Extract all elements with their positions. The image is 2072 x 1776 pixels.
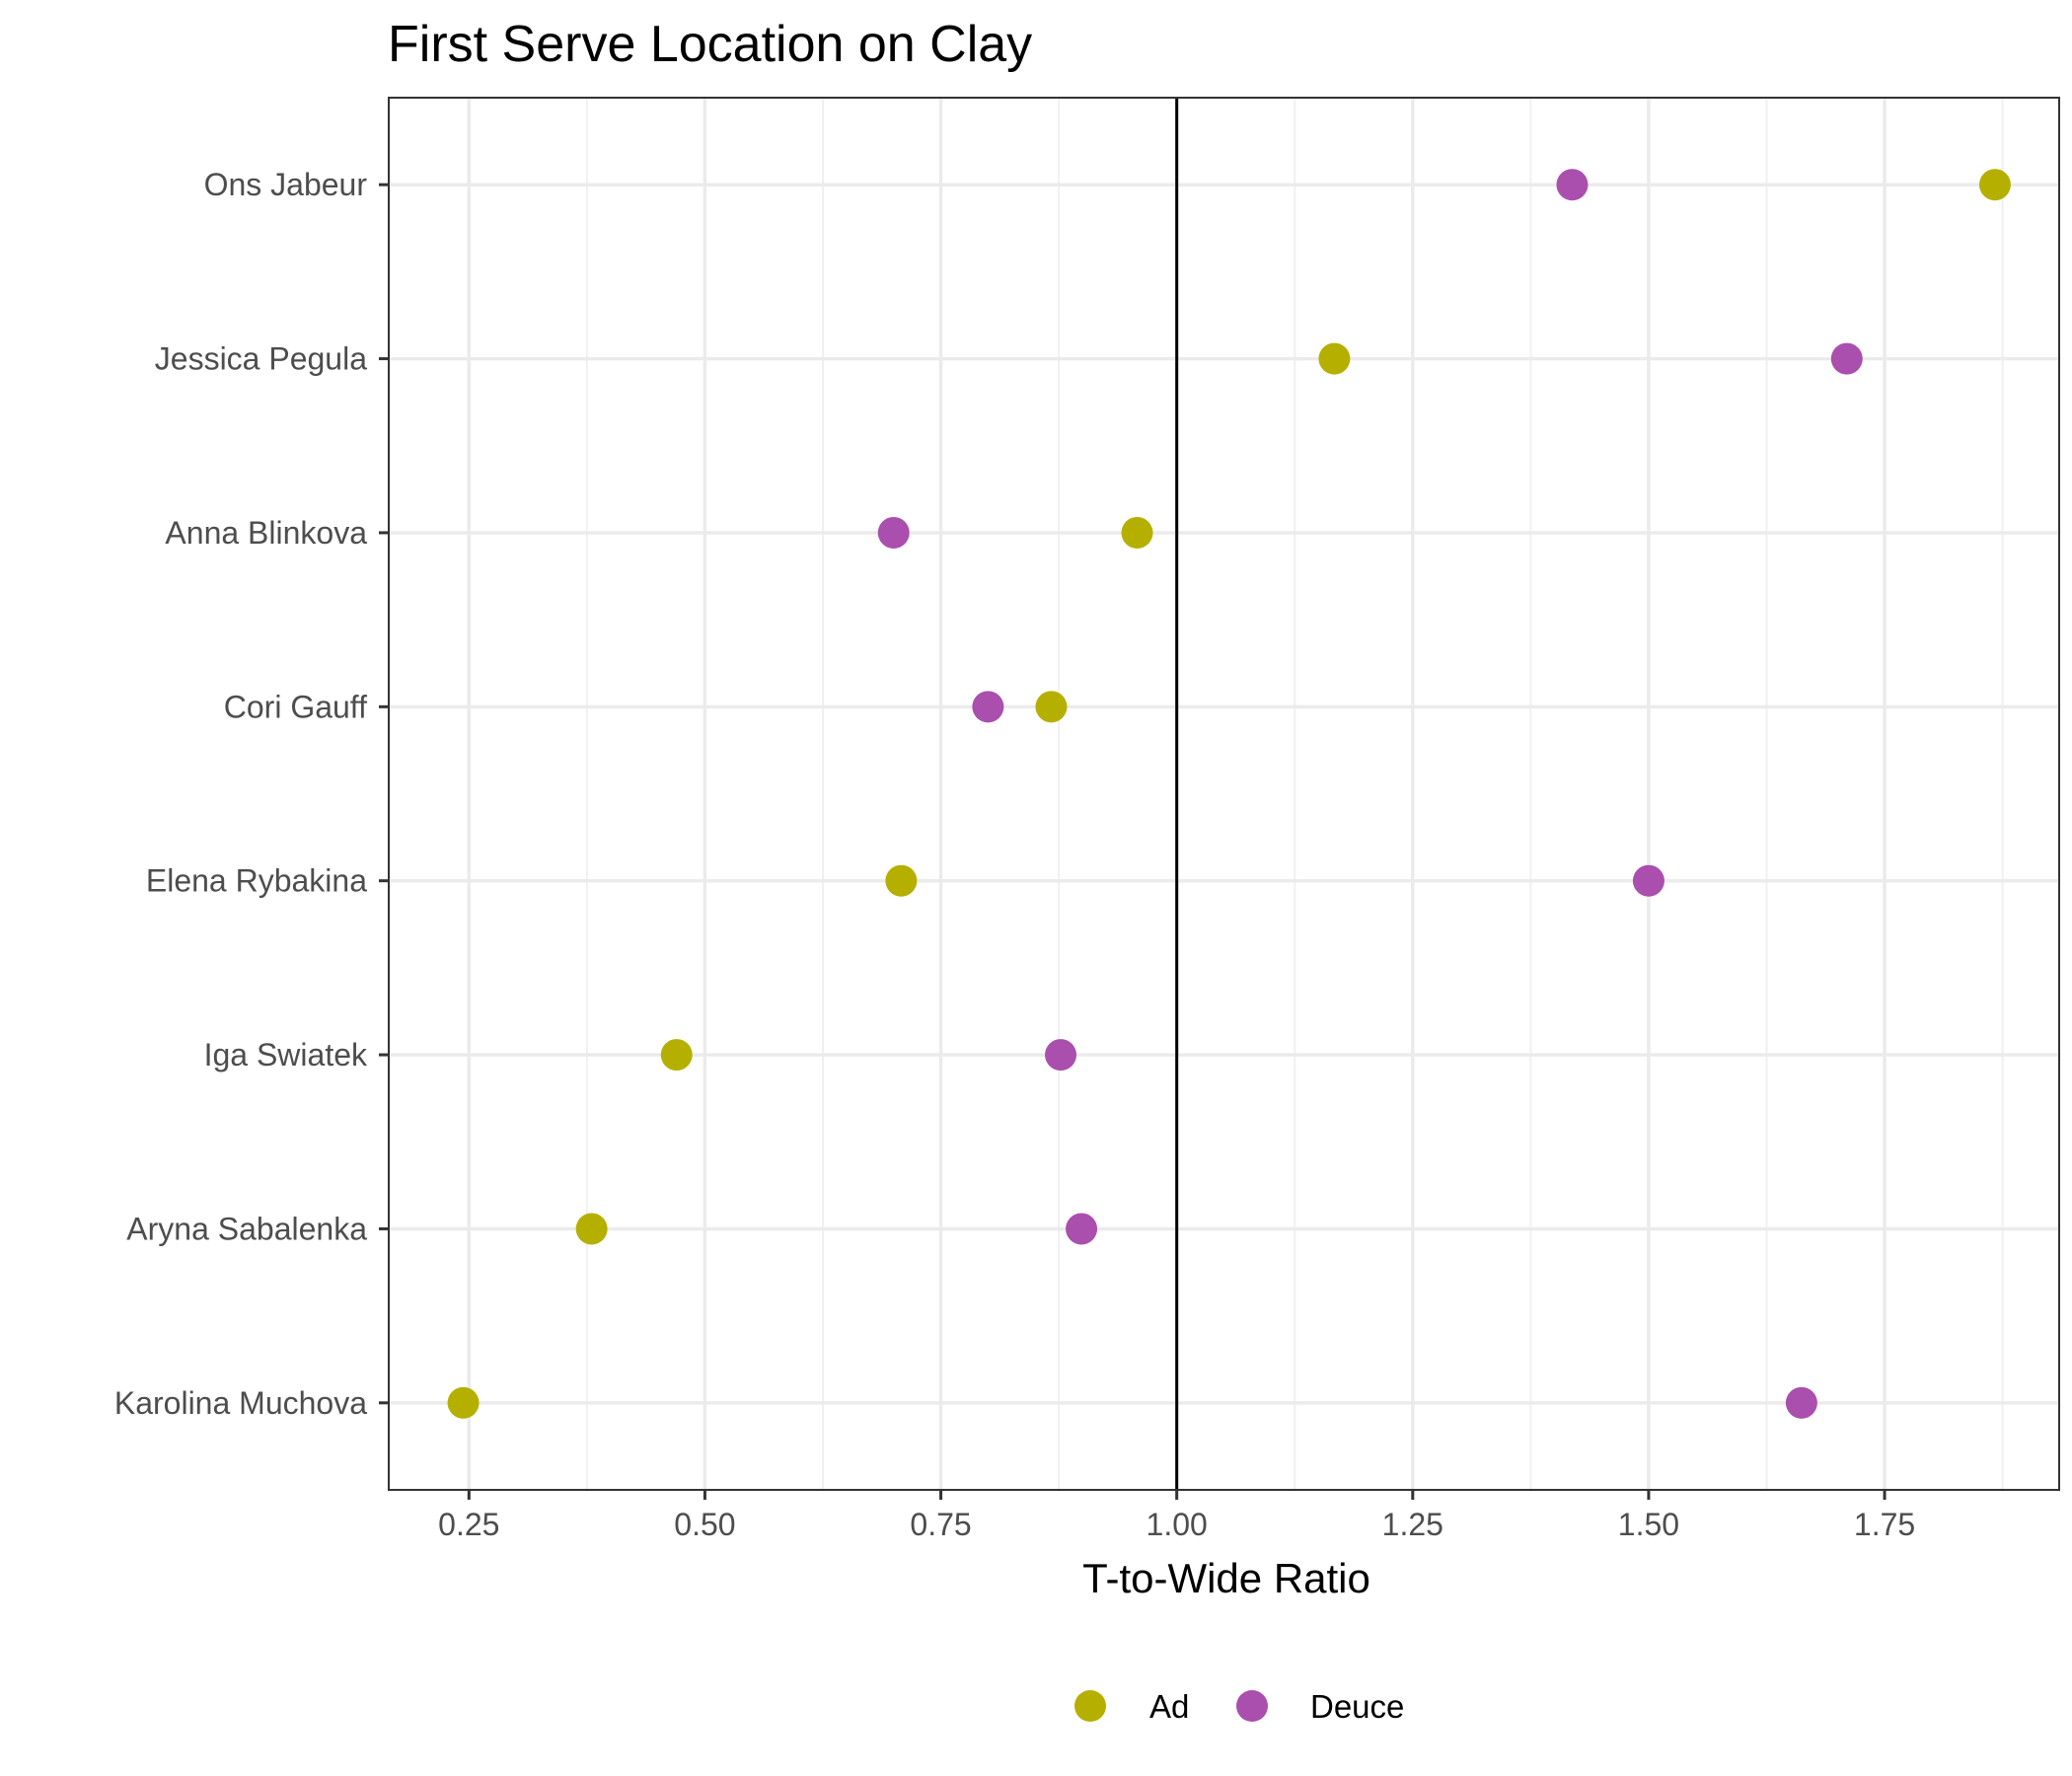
legend: Ad Deuce [1074, 1688, 1404, 1725]
y-tick-label: Elena Rybakina [146, 863, 367, 899]
data-point-deuce [1785, 1386, 1817, 1419]
y-tick-label: Ons Jabeur [204, 167, 368, 202]
plot-panel-border [388, 97, 2060, 1491]
data-point-deuce [1045, 1039, 1077, 1072]
data-point-deuce [1632, 864, 1665, 897]
y-axis: Ons Jabeur Jessica Pegula Anna Blinkova Cor… [114, 167, 389, 1421]
x-tick-label: 1.00 [1147, 1507, 1208, 1542]
chart-title: First Serve Location on Clay [388, 16, 1032, 73]
data-point-deuce [877, 516, 910, 549]
x-tick-label: 0.25 [438, 1507, 499, 1542]
x-tick-label: 1.50 [1618, 1507, 1679, 1542]
data-point-ad [447, 1386, 480, 1419]
data-point-ad [1035, 691, 1068, 723]
x-tick-label: 0.50 [674, 1507, 735, 1542]
data-point-ad [1121, 516, 1153, 549]
x-tick-label: 1.75 [1854, 1507, 1915, 1542]
x-axis: 0.25 0.50 0.75 1.00 1.25 1.50 1.75 [438, 1490, 1915, 1542]
points-layer [447, 169, 2011, 1419]
y-tick-label: Jessica Pegula [155, 341, 367, 377]
data-point-ad [885, 864, 918, 897]
legend-label-deuce: Deuce [1310, 1688, 1404, 1725]
y-tick-label: Iga Swiatek [204, 1037, 368, 1073]
y-tick-label: Karolina Muchova [114, 1385, 367, 1421]
x-tick-label: 0.75 [910, 1507, 971, 1542]
x-tick-label: 1.25 [1382, 1507, 1443, 1542]
data-point-ad [1318, 342, 1351, 375]
x-axis-title: T-to-Wide Ratio [1082, 1555, 1370, 1601]
data-point-ad [660, 1039, 693, 1072]
legend-key-ad [1074, 1690, 1106, 1722]
y-tick-label: Cori Gauff [224, 689, 367, 724]
data-point-deuce [1066, 1213, 1098, 1245]
legend-key-deuce [1236, 1690, 1268, 1722]
data-point-ad [1978, 169, 2011, 201]
y-tick-label: Anna Blinkova [165, 515, 367, 551]
data-point-deuce [1830, 342, 1863, 375]
data-point-deuce [1556, 169, 1589, 201]
data-point-ad [575, 1213, 608, 1245]
y-tick-label: Aryna Sabalenka [126, 1211, 367, 1246]
data-point-deuce [972, 691, 1004, 723]
legend-label-ad: Ad [1149, 1688, 1189, 1725]
